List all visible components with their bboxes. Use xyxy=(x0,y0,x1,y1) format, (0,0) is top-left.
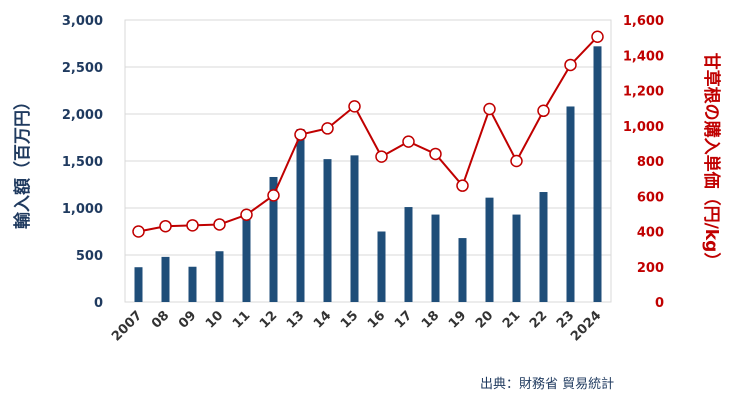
left-tick-label: 500 xyxy=(76,249,103,264)
source-note: 出典：財務省 貿易統計 xyxy=(480,376,614,392)
left-tick-label: 1,000 xyxy=(62,202,103,217)
x-tick-label: 15 xyxy=(338,308,361,331)
line-point xyxy=(159,219,172,233)
price-line xyxy=(138,36,599,233)
bar xyxy=(404,207,413,302)
x-tick-label: 14 xyxy=(311,308,334,331)
line-point xyxy=(348,100,361,113)
right-tick-label: 1,400 xyxy=(623,49,664,64)
left-tick-label: 3,000 xyxy=(62,14,103,29)
bar xyxy=(242,219,251,302)
right-tick-label: 400 xyxy=(637,226,664,241)
x-tick-label: 21 xyxy=(500,308,523,331)
line-point xyxy=(456,179,469,192)
bar xyxy=(323,159,332,302)
x-tick-label: 10 xyxy=(203,308,226,331)
right-axis-title: 甘草根の購入単価（円/kg） xyxy=(701,53,722,270)
right-tick-label: 200 xyxy=(637,261,664,276)
bar xyxy=(512,214,521,302)
bar xyxy=(485,197,494,302)
bar xyxy=(296,129,305,302)
x-tick-label: 2024 xyxy=(568,308,604,344)
x-tick-label: 20 xyxy=(473,308,496,331)
right-axis-ticks: 0 200 400 600 800 1,000 1,200 1,400 1,600 xyxy=(623,14,664,311)
line-point xyxy=(240,208,253,222)
line-point xyxy=(510,154,523,168)
x-tick-label: 13 xyxy=(284,308,307,331)
bar xyxy=(566,106,575,302)
bar xyxy=(431,214,440,302)
line-point xyxy=(402,135,415,148)
bar xyxy=(593,46,602,302)
left-axis-title: 輸入額（百万円） xyxy=(12,93,33,229)
bar xyxy=(458,238,467,302)
line-point xyxy=(267,189,280,202)
bar xyxy=(539,192,548,302)
bar-series xyxy=(134,46,602,302)
x-tick-label: 17 xyxy=(392,308,415,331)
x-tick-label: 16 xyxy=(365,308,388,331)
bar xyxy=(161,256,170,302)
line-point xyxy=(375,150,388,163)
right-tick-label: 0 xyxy=(655,296,664,311)
line-point xyxy=(132,225,145,238)
x-tick-label: 18 xyxy=(419,308,442,331)
left-tick-label: 2,500 xyxy=(62,61,103,76)
line-series xyxy=(132,30,604,238)
right-tick-label: 1,600 xyxy=(623,14,664,29)
left-tick-label: 0 xyxy=(94,296,103,311)
line-point xyxy=(321,122,334,135)
bar xyxy=(350,155,359,302)
x-tick-label: 08 xyxy=(149,308,172,331)
line-point xyxy=(564,58,577,72)
line-point xyxy=(483,102,496,116)
left-tick-label: 1,500 xyxy=(62,155,103,170)
bar xyxy=(269,176,278,302)
left-axis-ticks: 0 500 1,000 1,500 2,000 2,500 3,000 xyxy=(62,14,103,311)
line-point xyxy=(186,219,199,232)
right-tick-label: 1,200 xyxy=(623,85,664,100)
line-point xyxy=(294,128,307,141)
line-point xyxy=(591,30,604,43)
bar xyxy=(215,251,224,302)
x-tick-label: 19 xyxy=(446,308,469,331)
right-tick-label: 600 xyxy=(637,190,664,205)
left-tick-label: 2,000 xyxy=(62,108,103,123)
x-tick-label: 09 xyxy=(176,308,199,331)
x-tick-label: 11 xyxy=(230,308,253,331)
bar xyxy=(377,231,386,302)
line-point xyxy=(213,218,226,231)
x-tick-label: 12 xyxy=(257,308,280,331)
bar xyxy=(188,266,197,302)
right-tick-label: 800 xyxy=(637,155,664,170)
line-point xyxy=(429,147,442,161)
gridlines xyxy=(125,19,611,303)
right-tick-label: 1,000 xyxy=(623,120,664,135)
x-tick-label: 2007 xyxy=(109,308,145,344)
bar xyxy=(134,267,143,302)
line-point xyxy=(537,104,550,118)
x-tick-label: 22 xyxy=(527,308,550,331)
